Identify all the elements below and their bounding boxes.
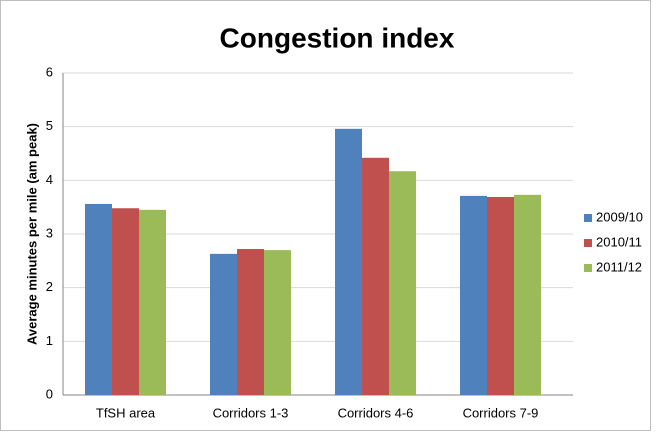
bar xyxy=(85,203,112,395)
y-tick-label: 4 xyxy=(46,172,53,187)
bar xyxy=(139,209,166,395)
bar xyxy=(514,194,541,395)
y-tick-label: 5 xyxy=(46,118,53,133)
bar xyxy=(237,249,264,395)
legend-swatch xyxy=(584,264,592,272)
x-tick-label: Corridors 1-3 xyxy=(213,405,289,420)
legend-swatch xyxy=(584,239,592,247)
bar xyxy=(210,253,237,395)
bar xyxy=(389,171,416,395)
y-tick-label: 2 xyxy=(46,279,53,294)
legend-label: 2011/12 xyxy=(596,259,642,274)
x-tick-label: TfSH area xyxy=(96,405,156,420)
legend-swatch xyxy=(584,214,592,222)
bar xyxy=(335,128,362,395)
legend-label: 2010/11 xyxy=(596,234,642,249)
bar xyxy=(460,195,487,395)
bar xyxy=(487,196,514,395)
x-tick-label: Corridors 4-6 xyxy=(338,405,414,420)
bar xyxy=(112,208,139,395)
y-tick-label: 3 xyxy=(46,225,53,240)
y-tick-label: 0 xyxy=(46,386,53,401)
y-tick-label: 1 xyxy=(46,333,53,348)
bar xyxy=(264,250,291,395)
chart-title: Congestion index xyxy=(220,22,455,53)
x-tick-label: Corridors 7-9 xyxy=(463,405,539,420)
y-axis-label: Average minutes per mile (am peak) xyxy=(24,123,39,345)
legend-label: 2009/10 xyxy=(596,209,643,224)
y-tick-label: 6 xyxy=(46,64,53,79)
bar xyxy=(362,157,389,395)
